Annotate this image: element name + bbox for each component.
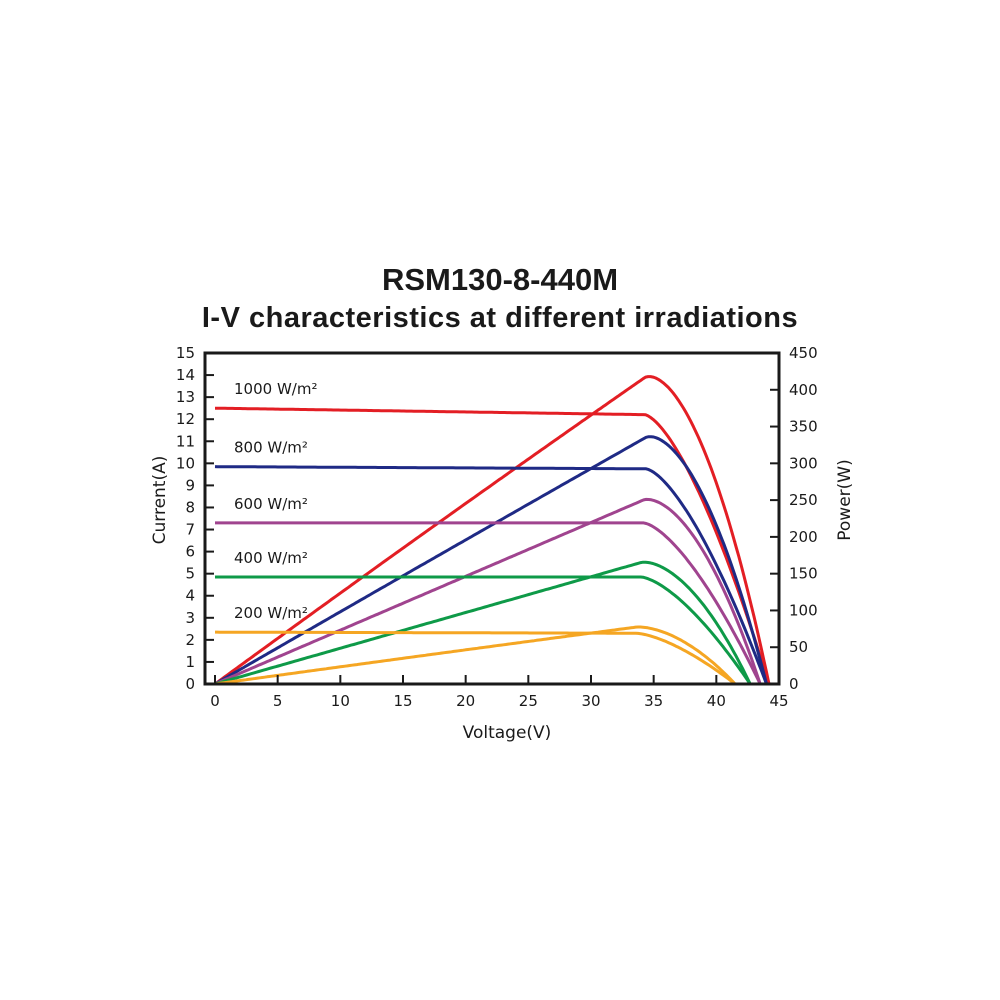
- y-tick-label: 10: [176, 454, 195, 472]
- x-tick-label: 25: [519, 692, 538, 710]
- x-tick-label: 20: [456, 692, 475, 710]
- power-curve-400: [214, 560, 752, 686]
- y2-tick-label: 300: [789, 454, 818, 472]
- y-tick-label: 2: [185, 631, 195, 649]
- y-tick-label: 4: [185, 587, 195, 605]
- x-tick-label: 15: [393, 692, 412, 710]
- y2-tick-label: 0: [789, 675, 799, 693]
- series-label-600: 600 W/m²: [234, 495, 308, 513]
- y-tick-label: 8: [185, 498, 195, 516]
- y2-tick-label: 350: [789, 418, 818, 436]
- chart-title: RSM130-8-440M: [381, 262, 619, 297]
- x-tick-label: 40: [707, 692, 726, 710]
- y2-tick-label: 400: [789, 381, 818, 399]
- current-curve-400: [215, 575, 752, 685]
- chart-subtitle: I-V characteristics at different irradia…: [201, 302, 799, 334]
- x-tick-label: 5: [273, 692, 283, 710]
- y2-tick-label: 250: [789, 491, 818, 509]
- y-tick-label: 14: [176, 366, 195, 384]
- x-tick-label: 10: [331, 692, 350, 710]
- power-curve-200: [214, 625, 737, 686]
- x-tick-label: 35: [644, 692, 663, 710]
- y-tick-label: 3: [185, 609, 195, 627]
- y-tick-label: 6: [185, 543, 195, 561]
- y2-tick-label: 200: [789, 528, 818, 546]
- ticks-layer: 0 5 10 15 20 25 30 35 40 450123456789101112131415…: [176, 344, 818, 710]
- current-curve-600: [215, 521, 762, 685]
- series-label-800: 800 W/m²: [234, 439, 308, 457]
- curves-layer: [214, 375, 771, 686]
- y-tick-label: 12: [176, 410, 195, 428]
- y-tick-label: 9: [185, 476, 195, 494]
- power-curve-600: [214, 497, 762, 686]
- y-tick-label: 11: [176, 432, 195, 450]
- power-curve-1000: [214, 375, 771, 686]
- y-tick-label: 0: [185, 675, 195, 693]
- y2-tick-label: 100: [789, 601, 818, 619]
- y-tick-label: 5: [185, 565, 195, 583]
- series-label-200: 200 W/m²: [234, 604, 308, 622]
- current-curve-200: [215, 630, 737, 686]
- plot-frame: [203, 351, 781, 686]
- current-curve-1000: [215, 406, 771, 685]
- y2-tick-label: 450: [789, 344, 818, 362]
- y2-tick-label: 150: [789, 565, 818, 583]
- series-label-400: 400 W/m²: [234, 549, 308, 567]
- y-tick-label: 13: [176, 388, 195, 406]
- series-label-1000: 1000 W/m²: [234, 380, 317, 398]
- labels-layer: 1000 W/m² 800 W/m² 600 W/m² 400 W/m² 200 W/m…: [234, 380, 317, 622]
- y-tick-label: 7: [185, 521, 195, 539]
- y2-tick-label: 50: [789, 638, 808, 656]
- y-tick-label: 1: [185, 653, 195, 671]
- x-tick-label: 30: [581, 692, 600, 710]
- y2-axis-title: Power(W): [835, 459, 855, 540]
- y-tick-label: 15: [176, 344, 195, 362]
- x-tick-label: 0: [210, 692, 220, 710]
- x-tick-label: 45: [769, 692, 788, 710]
- y-axis-title: Current(A): [150, 456, 170, 545]
- x-axis-title: Voltage(V): [463, 723, 552, 743]
- current-curve-800: [214, 465, 768, 685]
